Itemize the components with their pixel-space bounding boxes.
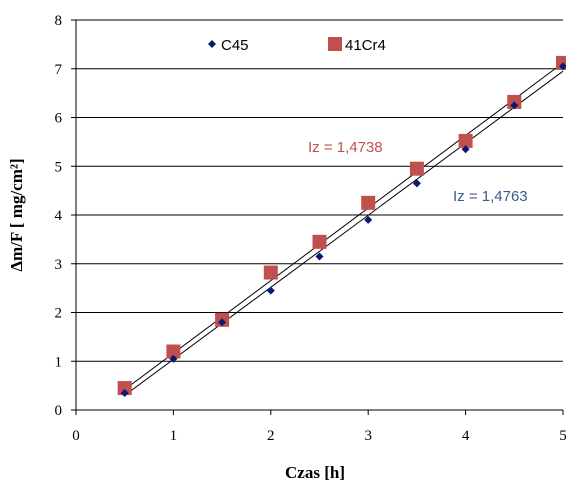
point-41cr4-5 <box>361 195 376 210</box>
point-41cr4-4 <box>312 234 327 249</box>
y-tick-label-8: 8 <box>55 13 63 29</box>
y-tick-label-3: 3 <box>55 257 63 273</box>
x-tick-label-1: 1 <box>170 428 178 444</box>
gridlines <box>76 19 563 362</box>
y-tick-label-0: 0 <box>55 403 63 419</box>
axes: 0 1 2 3 4 5 6 7 8 0 1 2 3 4 5 <box>55 13 566 444</box>
data-points <box>117 55 566 397</box>
legend: C45 41Cr4 <box>208 37 386 54</box>
y-axis-title: Δm/F [ mg/cm²] <box>7 158 26 271</box>
y-tick-label-2: 2 <box>55 306 63 322</box>
point-41cr4-0 <box>117 381 132 396</box>
point-c45-9 <box>559 62 566 71</box>
x-tick-label-4: 4 <box>462 428 470 444</box>
legend-marker-c45 <box>208 40 216 48</box>
point-41cr4-3 <box>263 265 278 280</box>
trendlines <box>124 62 564 396</box>
legend-label-41cr4: 41Cr4 <box>345 37 386 54</box>
point-c45-1 <box>169 354 178 363</box>
y-tick-label-6: 6 <box>55 111 63 127</box>
point-c45-0 <box>120 388 129 397</box>
x-tick-label-0: 0 <box>72 428 80 444</box>
y-tick-label-1: 1 <box>55 354 63 370</box>
point-c45-3 <box>266 286 275 295</box>
trendline-41cr4 <box>124 62 564 390</box>
annotation-41cr4: Iz = 1,4738 <box>308 139 383 156</box>
point-c45-6 <box>412 179 421 188</box>
point-c45-4 <box>315 252 324 261</box>
point-c45-5 <box>364 215 373 224</box>
point-41cr4-9 <box>556 55 566 70</box>
point-c45-7 <box>461 145 470 154</box>
x-axis-title: Czas [h] <box>285 463 345 482</box>
x-tick-label-3: 3 <box>364 428 372 444</box>
point-41cr4-1 <box>166 344 181 359</box>
point-41cr4-6 <box>409 161 424 176</box>
x-tick-label-2: 2 <box>267 428 275 444</box>
y-tick-label-4: 4 <box>55 208 63 224</box>
legend-label-c45: C45 <box>221 37 249 54</box>
y-tick-label-7: 7 <box>55 62 63 78</box>
trendline-c45 <box>124 70 564 396</box>
point-c45-8 <box>510 101 519 110</box>
point-c45-2 <box>218 318 227 327</box>
legend-marker-41cr4 <box>328 37 342 51</box>
y-tick-label-5: 5 <box>55 159 63 175</box>
annotation-c45: Iz = 1,4763 <box>453 188 528 205</box>
x-tick-label-5: 5 <box>559 428 566 444</box>
point-41cr4-7 <box>458 133 473 148</box>
